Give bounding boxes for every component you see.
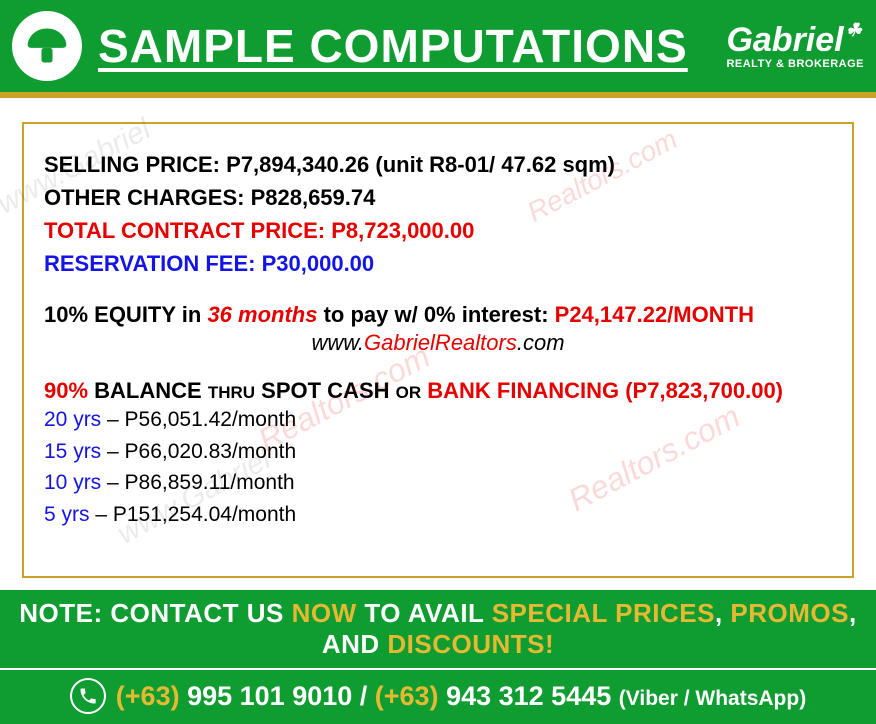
term-row: 10 yrs – P86,859.11/month bbox=[44, 467, 832, 499]
selling-price-label: SELLING PRICE: bbox=[44, 152, 220, 177]
total-price-value: P8,723,000.00 bbox=[331, 218, 474, 243]
term-row: 20 yrs – P56,051.42/month bbox=[44, 404, 832, 436]
balance-pct: 90% bbox=[44, 378, 88, 403]
phone-cc2: (+63) bbox=[375, 681, 439, 711]
phone-num1: 995 101 9010 / bbox=[180, 681, 375, 711]
payment-terms-list: 20 yrs – P56,051.42/month 15 yrs – P66,0… bbox=[44, 404, 832, 530]
reservation-fee-line: RESERVATION FEE: P30,000.00 bbox=[44, 247, 832, 280]
brand-logo-icon bbox=[12, 11, 82, 81]
note-part: SPECIAL PRICES bbox=[492, 598, 715, 628]
other-charges-label: OTHER CHARGES: bbox=[44, 185, 244, 210]
note-bar: NOTE: CONTACT US NOW TO AVAIL SPECIAL PR… bbox=[0, 590, 876, 670]
brand-block: Gabriel ☘ REALTY & BROKERAGE bbox=[726, 23, 864, 70]
other-charges-value: P828,659.74 bbox=[251, 185, 376, 210]
balance-spot: SPOT CASH bbox=[255, 378, 396, 403]
footer-bar: NOTE: CONTACT US NOW TO AVAIL SPECIAL PR… bbox=[0, 590, 876, 724]
note-part: NOW bbox=[292, 598, 365, 628]
equity-rest: to pay w/ 0% interest: bbox=[317, 302, 554, 327]
term-rest: – P56,051.42/month bbox=[101, 408, 296, 431]
brand-name: Gabriel bbox=[726, 23, 843, 57]
computation-box: SELLING PRICE: P7,894,340.26 (unit R8-01… bbox=[22, 122, 854, 578]
term-years: 15 yrs bbox=[44, 440, 101, 463]
website-line: www.GabrielRealtors.com bbox=[44, 330, 832, 356]
term-row: 15 yrs – P66,020.83/month bbox=[44, 436, 832, 468]
note-part: AND bbox=[322, 629, 388, 659]
term-years: 20 yrs bbox=[44, 408, 101, 431]
equity-months: 36 months bbox=[207, 302, 317, 327]
balance-or: OR bbox=[396, 383, 422, 402]
balance-word: BALANCE bbox=[88, 378, 208, 403]
term-rest: – P66,020.83/month bbox=[101, 440, 296, 463]
selling-price-line: SELLING PRICE: P7,894,340.26 (unit R8-01… bbox=[44, 148, 832, 181]
equity-line: 10% EQUITY in 36 months to pay w/ 0% int… bbox=[44, 302, 832, 328]
phone-text: (+63) 995 101 9010 / (+63) 943 312 5445 … bbox=[116, 681, 806, 712]
selling-price-value: P7,894,340.26 (unit R8-01/ 47.62 sqm) bbox=[226, 152, 615, 177]
content-wrap: SELLING PRICE: P7,894,340.26 (unit R8-01… bbox=[0, 98, 876, 586]
phone-bar: (+63) 995 101 9010 / (+63) 943 312 5445 … bbox=[0, 670, 876, 724]
phone-icon bbox=[70, 678, 106, 714]
equity-pct: 10% EQUITY bbox=[44, 302, 176, 327]
reservation-fee-label: RESERVATION FEE: bbox=[44, 251, 255, 276]
website-mid: GabrielRealtors bbox=[364, 330, 517, 355]
equity-in: in bbox=[176, 302, 208, 327]
term-rest: – P86,859.11/month bbox=[101, 471, 294, 494]
note-part: TO AVAIL bbox=[364, 598, 491, 628]
other-charges-line: OTHER CHARGES: P828,659.74 bbox=[44, 181, 832, 214]
note-part: CONTACT US bbox=[110, 598, 291, 628]
website-prefix: www. bbox=[311, 330, 364, 355]
page-title: SAMPLE COMPUTATIONS bbox=[98, 19, 726, 73]
balance-thru: THRU bbox=[208, 383, 255, 402]
balance-line: 90% BALANCE THRU SPOT CASH OR BANK FINAN… bbox=[44, 378, 832, 404]
total-price-label: TOTAL CONTRACT PRICE: bbox=[44, 218, 325, 243]
term-row: 5 yrs – P151,254.04/month bbox=[44, 499, 832, 531]
note-part: PROMOS bbox=[730, 598, 849, 628]
balance-bank: BANK FINANCING (P7,823,700.00) bbox=[421, 378, 783, 403]
note-part: , bbox=[849, 598, 857, 628]
header-bar: SAMPLE COMPUTATIONS Gabriel ☘ REALTY & B… bbox=[0, 0, 876, 98]
brand-tagline: REALTY & BROKERAGE bbox=[726, 59, 864, 70]
website-suffix: .com bbox=[517, 330, 565, 355]
reservation-fee-value: P30,000.00 bbox=[262, 251, 375, 276]
mushroom-icon bbox=[24, 23, 70, 69]
note-part: , bbox=[715, 598, 730, 628]
term-years: 5 yrs bbox=[44, 503, 90, 526]
term-rest: – P151,254.04/month bbox=[90, 503, 297, 526]
phone-cc1: (+63) bbox=[116, 681, 180, 711]
phone-note: (Viber / WhatsApp) bbox=[619, 687, 806, 710]
equity-monthly: P24,147.22/MONTH bbox=[555, 302, 754, 327]
brand-leaf-icon: ☘ bbox=[846, 21, 862, 39]
term-years: 10 yrs bbox=[44, 471, 101, 494]
note-part: DISCOUNTS! bbox=[387, 629, 554, 659]
note-part: NOTE: bbox=[19, 598, 110, 628]
total-price-line: TOTAL CONTRACT PRICE: P8,723,000.00 bbox=[44, 214, 832, 247]
phone-num2: 943 312 5445 bbox=[439, 681, 619, 711]
